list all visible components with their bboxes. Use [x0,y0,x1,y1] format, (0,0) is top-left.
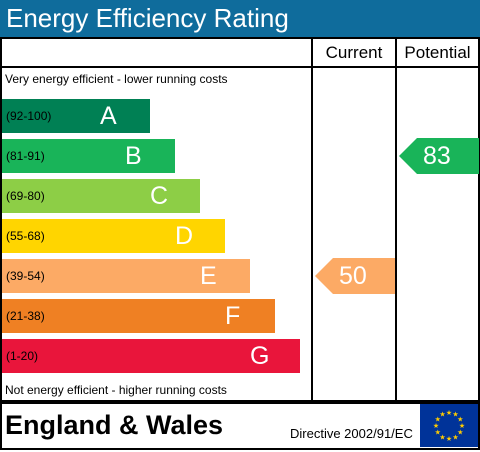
band-c: (69-80) C [2,179,200,213]
band-a: (92-100) A [2,99,150,133]
potential-column-header: Potential [404,43,471,62]
footer-box [0,402,480,450]
band-range-label: (55-68) [6,229,45,243]
band-range-label: (92-100) [6,109,52,123]
band-d: (55-68) D [2,219,225,253]
band-range-label: (21-38) [6,309,45,323]
star-icon: ★ [435,416,441,424]
top-note: Very energy efficient - lower running co… [5,72,228,86]
country-label: England & Wales [5,410,224,440]
band-f: (21-38) F [2,299,275,333]
current-column-header: Current [325,43,383,62]
band-e: (39-54) E [2,259,250,293]
band-g: (1-20) G [2,339,300,373]
potential-rating-value: 83 [423,142,451,170]
band-letter-label: F [225,302,241,330]
band-range-label: (69-80) [6,189,45,203]
star-icon: ★ [433,422,439,430]
band-range-label: (81-91) [6,149,45,163]
star-icon: ★ [457,429,463,437]
chart-title: Energy Efficiency Rating [6,3,289,33]
band-letter-label: D [175,222,194,250]
current-arrow-shape [315,258,395,294]
star-icon: ★ [435,429,441,437]
band-range-label: (1-20) [6,349,39,363]
star-icon: ★ [459,422,465,430]
directive-label: Directive 2002/91/EC [290,426,413,441]
star-icon: ★ [446,409,452,417]
star-icon: ★ [452,433,458,441]
potential-column-divider [395,37,397,402]
band-letter-label: E [200,262,217,290]
band-letter-label: G [250,342,270,370]
eu-flag-stars: ★ ★★★★★★★★★★★ [433,409,465,443]
current-column-divider [311,37,313,402]
title-bar: Energy Efficiency Rating [0,0,480,37]
rating-table [0,37,480,402]
eu-flag-icon: ★ ★ ★ ★ ★ ★ ★ ★ ★ ★ ★ ★ [420,404,478,447]
band-letter-label: C [150,182,169,210]
band-letter-label: A [100,102,117,130]
band-range-label: (39-54) [6,269,45,283]
band-letter-label: B [125,142,142,170]
potential-arrow-shape [399,138,479,174]
star-icon: ★ [439,433,445,441]
bottom-note: Not energy efficient - higher running co… [5,383,227,397]
star-icon: ★ [457,416,463,424]
star-icon: ★ [446,435,452,443]
current-rating-value: 50 [339,262,367,290]
header-divider [0,66,480,68]
band-b: (81-91) B [2,139,175,173]
star-icon: ★ [452,411,458,419]
star-icon: ★ [439,411,445,419]
